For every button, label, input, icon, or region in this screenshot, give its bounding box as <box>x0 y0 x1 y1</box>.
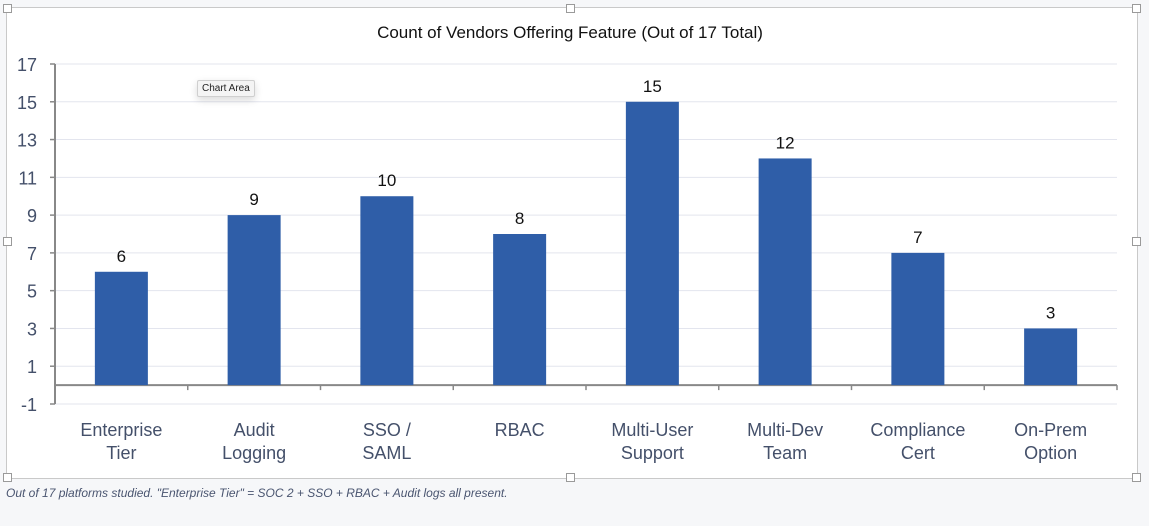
data-label: 15 <box>643 77 662 96</box>
chart-caption: Out of 17 platforms studied. "Enterprise… <box>6 486 508 500</box>
chart-area-tooltip: Chart Area <box>197 80 255 97</box>
y-tick-label: -1 <box>21 395 37 415</box>
data-label: 3 <box>1046 303 1055 322</box>
resize-handle[interactable] <box>566 473 575 482</box>
x-tick-label: Option <box>1024 443 1077 463</box>
bar <box>493 234 547 386</box>
chart-title: Count of Vendors Offering Feature (Out o… <box>377 23 763 42</box>
x-tick-label: Support <box>621 443 684 463</box>
y-tick-label: 3 <box>27 319 37 339</box>
x-tick-label: Enterprise <box>80 420 162 440</box>
y-tick-label: 17 <box>17 55 37 75</box>
x-tick-label: Audit <box>234 420 275 440</box>
resize-handle[interactable] <box>3 473 12 482</box>
x-tick-label: RBAC <box>495 420 545 440</box>
bar <box>360 196 414 386</box>
bar <box>94 271 148 386</box>
x-tick-label: Multi-User <box>611 420 693 440</box>
resize-handle[interactable] <box>1132 4 1141 13</box>
x-tick-label: Team <box>763 443 807 463</box>
data-label: 12 <box>776 133 795 152</box>
y-tick-label: 15 <box>17 93 37 113</box>
data-label: 6 <box>117 247 126 266</box>
data-label: 10 <box>377 171 396 190</box>
x-tick-label: Logging <box>222 443 286 463</box>
x-tick-label: Tier <box>106 443 136 463</box>
resize-handle[interactable] <box>3 4 12 13</box>
y-tick-label: 13 <box>17 131 37 151</box>
x-tick-label: Cert <box>901 443 935 463</box>
bar <box>758 158 812 386</box>
x-tick-label: SSO / <box>363 420 411 440</box>
bar <box>227 215 281 386</box>
resize-handle[interactable] <box>1132 237 1141 246</box>
data-label: 9 <box>249 190 258 209</box>
y-tick-label: 9 <box>27 206 37 226</box>
x-tick-label: On-Prem <box>1014 420 1087 440</box>
y-tick-label: 7 <box>27 244 37 264</box>
data-label: 7 <box>913 228 922 247</box>
y-tick-label: 11 <box>18 168 37 188</box>
y-tick-label: 5 <box>27 282 37 302</box>
x-tick-label: Multi-Dev <box>747 420 823 440</box>
y-tick-label: 1 <box>27 357 37 377</box>
resize-handle[interactable] <box>566 4 575 13</box>
bar <box>1024 328 1078 386</box>
data-label: 8 <box>515 209 524 228</box>
bar-chart: Count of Vendors Offering Feature (Out o… <box>17 23 1118 463</box>
x-tick-label: SAML <box>362 443 411 463</box>
bar <box>891 252 945 386</box>
x-tick-label: Compliance <box>870 420 965 440</box>
chart-area[interactable] <box>3 4 1141 482</box>
bar <box>625 101 679 386</box>
resize-handle[interactable] <box>3 237 12 246</box>
resize-handle[interactable] <box>1132 473 1141 482</box>
